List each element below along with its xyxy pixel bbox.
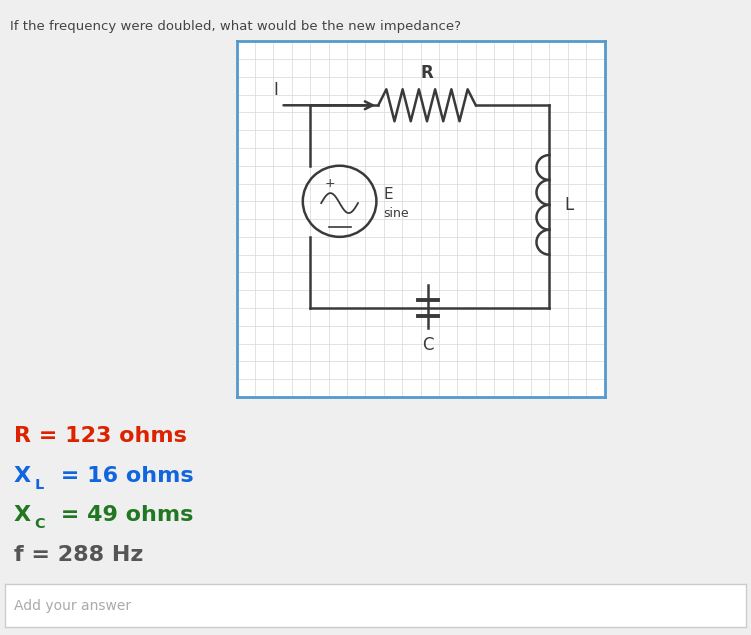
Text: f = 288 Hz: f = 288 Hz bbox=[14, 545, 143, 565]
Text: sine: sine bbox=[384, 207, 409, 220]
Text: X: X bbox=[14, 505, 31, 525]
Text: Add your answer: Add your answer bbox=[14, 599, 131, 613]
Text: E: E bbox=[384, 187, 394, 202]
Text: +: + bbox=[325, 177, 336, 190]
Text: C: C bbox=[35, 518, 45, 531]
Text: = 49 ohms: = 49 ohms bbox=[53, 505, 194, 525]
Text: R: R bbox=[421, 64, 433, 82]
Text: L: L bbox=[35, 478, 44, 491]
Text: If the frequency were doubled, what would be the new impedance?: If the frequency were doubled, what woul… bbox=[10, 20, 461, 33]
Text: X: X bbox=[14, 465, 31, 486]
Text: = 16 ohms: = 16 ohms bbox=[53, 465, 194, 486]
Text: C: C bbox=[422, 337, 433, 354]
Text: L: L bbox=[564, 196, 573, 214]
Text: R = 123 ohms: R = 123 ohms bbox=[14, 426, 186, 446]
Text: I: I bbox=[273, 81, 278, 99]
